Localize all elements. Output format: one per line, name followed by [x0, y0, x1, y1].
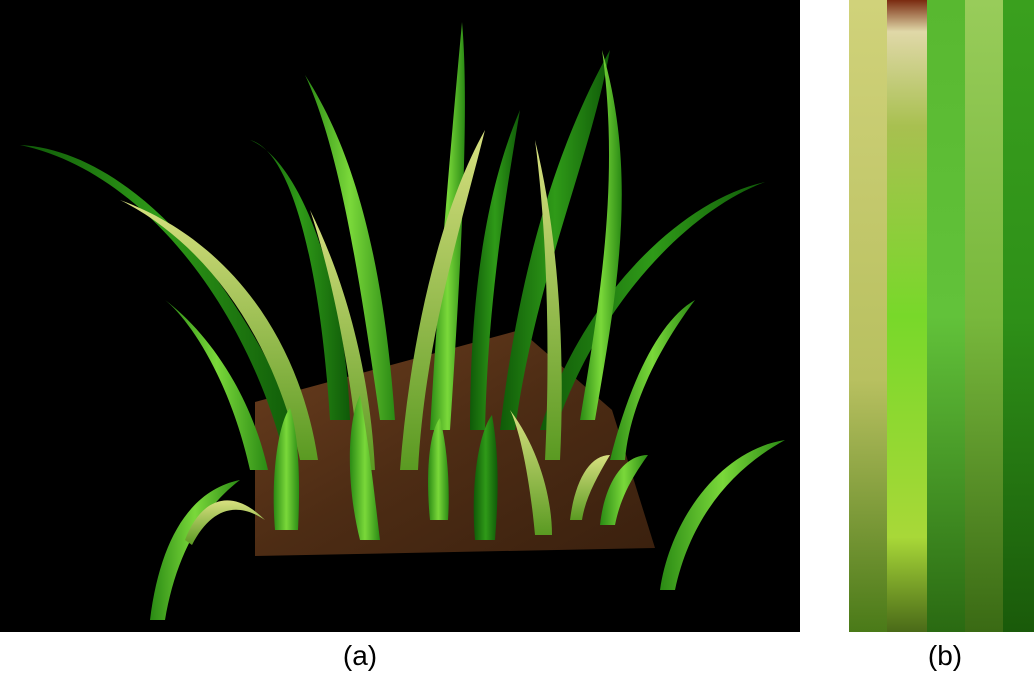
grass-blade — [600, 455, 648, 525]
grass-texture-image — [849, 0, 1034, 632]
grass-blade — [400, 130, 485, 470]
grass-blade — [540, 182, 765, 430]
grass-render-image — [20, 22, 785, 620]
grass-blade — [120, 200, 318, 460]
texture-strip — [1003, 0, 1034, 632]
grass-blade — [510, 410, 552, 535]
grass-blade — [428, 418, 449, 520]
texture-strip — [927, 0, 965, 632]
grass-render-panel — [0, 0, 800, 632]
texture-strip — [965, 0, 1003, 632]
caption-b: (b) — [927, 640, 963, 671]
grass-texture-panel — [849, 0, 1034, 632]
caption-a: (a) — [342, 640, 378, 671]
grass-blade — [185, 500, 265, 545]
texture-strip — [887, 0, 927, 632]
grass-blade — [20, 145, 300, 440]
texture-strip — [849, 0, 887, 632]
grass-blade — [150, 480, 240, 620]
grass-blade — [250, 140, 350, 420]
grass-blade — [535, 140, 562, 460]
grass-blade — [165, 300, 268, 470]
grass-blade — [660, 440, 785, 590]
grass-blade — [610, 300, 695, 460]
grass-blade — [570, 455, 610, 520]
grass-blade — [580, 50, 622, 420]
grass-blade — [273, 408, 300, 530]
grass-blade — [500, 50, 610, 430]
grass-blade — [473, 415, 498, 540]
grass-blade — [349, 395, 380, 540]
grass-blade — [305, 75, 395, 420]
grass-blade — [470, 110, 520, 430]
